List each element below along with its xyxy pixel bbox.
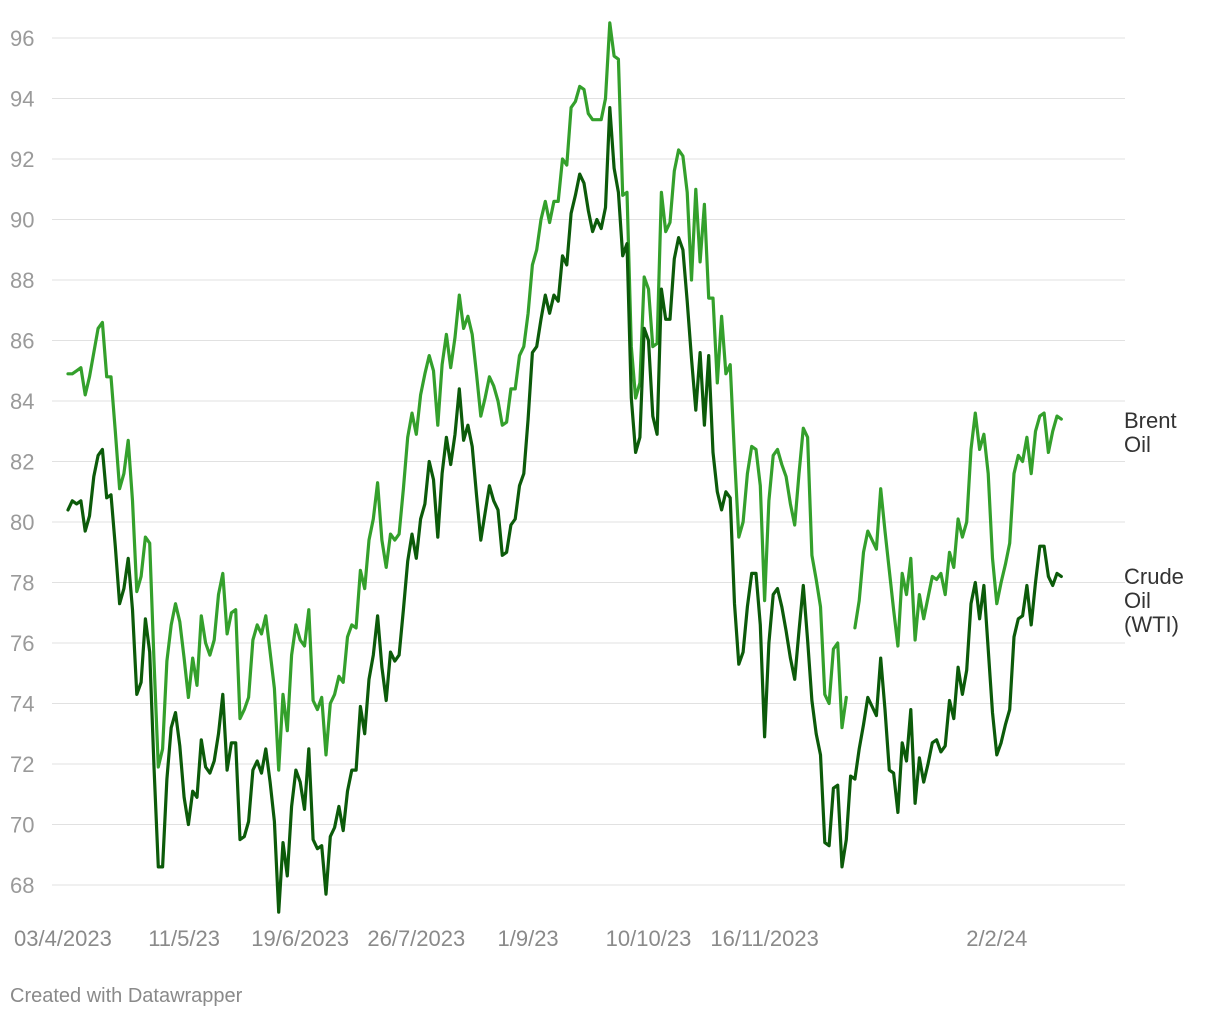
y-tick-label: 86 bbox=[10, 329, 34, 354]
y-tick-label: 96 bbox=[10, 26, 34, 51]
y-tick-label: 92 bbox=[10, 147, 34, 172]
series-label-line: Oil bbox=[1124, 588, 1151, 613]
y-tick-label: 82 bbox=[10, 450, 34, 475]
series-line-crude-oil-wti bbox=[66, 106, 1063, 914]
x-tick-label: 10/10/23 bbox=[606, 926, 692, 951]
x-tick-label: 16/11/2023 bbox=[710, 926, 818, 951]
series-label-crude-oil-wti: Crude Oil (WTI) bbox=[1124, 564, 1184, 637]
series-label-brent-oil: Brent Oil bbox=[1124, 408, 1177, 457]
chart-svg: 68 70 72 74 76 78 80 82 84 86 88 90 92 94 96 03/4/2023… bbox=[10, 21, 1184, 951]
y-tick-label: 76 bbox=[10, 631, 34, 656]
series-label-line: (WTI) bbox=[1124, 612, 1179, 637]
y-tick-label: 68 bbox=[10, 873, 34, 898]
x-tick-label: 03/4/2023 bbox=[14, 926, 112, 951]
y-tick-label: 90 bbox=[10, 208, 34, 233]
y-tick-label: 94 bbox=[10, 87, 34, 112]
x-tick-label: 11/5/23 bbox=[148, 926, 220, 951]
y-tick-label: 72 bbox=[10, 752, 34, 777]
x-tick-label: 2/2/24 bbox=[966, 926, 1027, 951]
y-tick-label: 74 bbox=[10, 692, 34, 717]
y-tick-label: 78 bbox=[10, 571, 34, 596]
y-tick-label: 80 bbox=[10, 510, 34, 535]
y-tick-label: 84 bbox=[10, 389, 34, 414]
x-tick-label: 1/9/23 bbox=[498, 926, 559, 951]
y-tick-label: 70 bbox=[10, 813, 34, 838]
series-line-brent-oil bbox=[66, 21, 1063, 772]
series-label-line: Oil bbox=[1124, 432, 1151, 457]
chart-credit: Created with Datawrapper bbox=[10, 985, 243, 1007]
x-tick-label: 26/7/2023 bbox=[367, 926, 465, 951]
series-label-line: Brent bbox=[1124, 408, 1177, 433]
series-label-line: Crude bbox=[1124, 564, 1184, 589]
x-tick-label: 19/6/2023 bbox=[251, 926, 349, 951]
y-tick-label: 88 bbox=[10, 268, 34, 293]
